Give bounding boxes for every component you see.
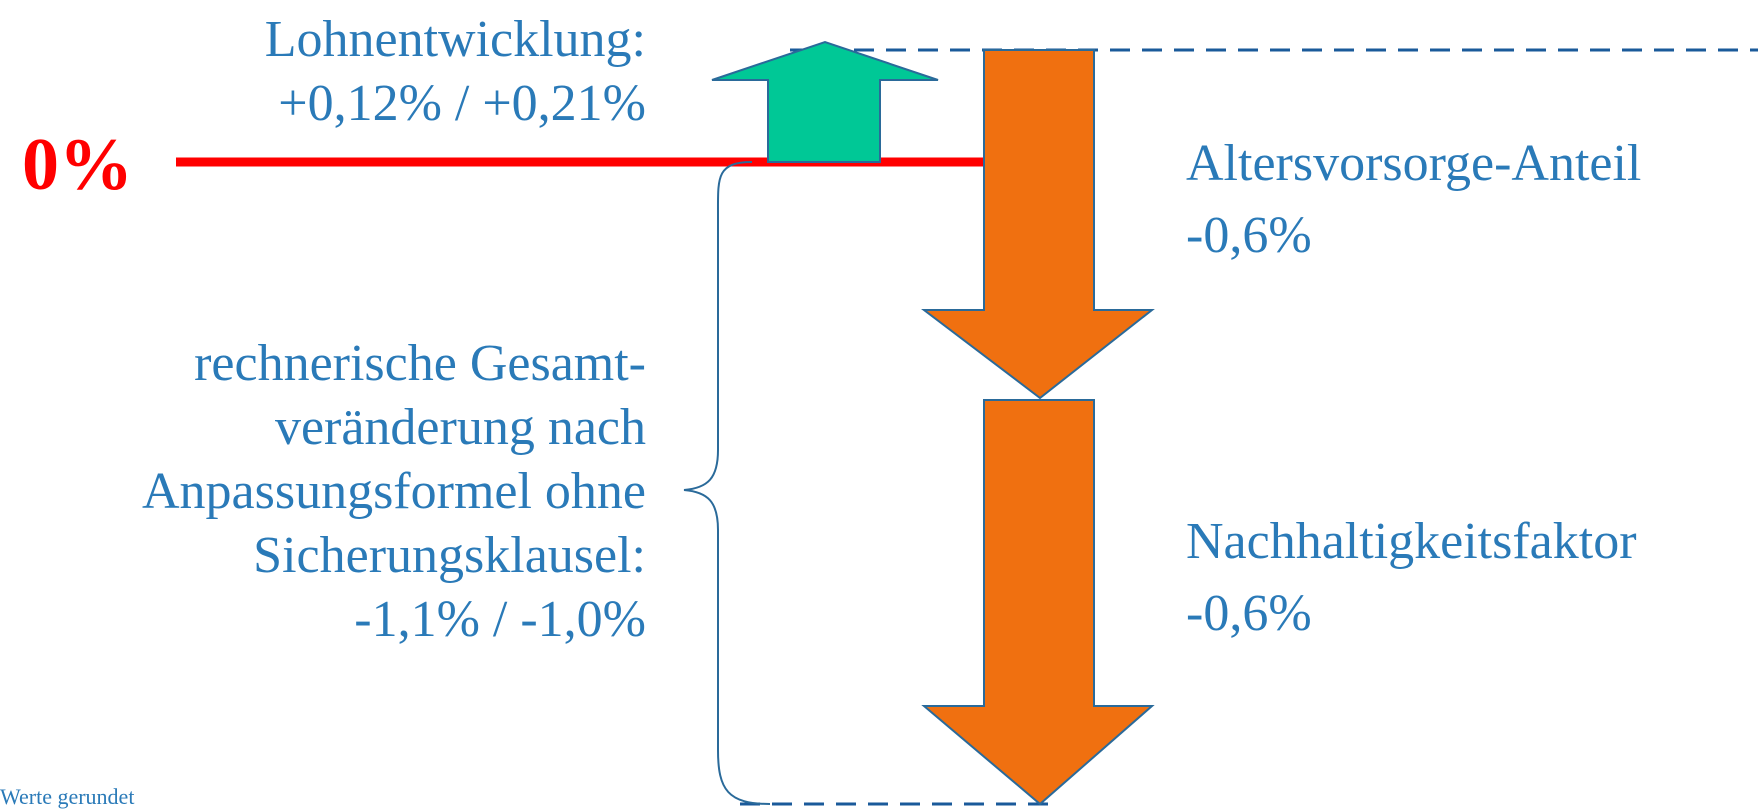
total-change-brace [683,161,771,805]
total-change-label: rechnerische Gesamt- veränderung nach An… [142,332,646,652]
total-change-line: Anpassungsformel ohne [141,463,646,520]
nachhaltigkeit-value: -0,6% [1186,585,1312,642]
total-change-line: Sicherungsklausel: [253,527,646,584]
nachhaltigkeit-label: Nachhaltigkeitsfaktor -0,6% [1186,516,1637,640]
altersvorsorge-title: Altersvorsorge-Anteil [1186,135,1642,192]
zero-percent-label: 0% [22,124,133,206]
wage-development-value: +0,12% / +0,21% [278,75,646,132]
total-change-line: veränderung nach [274,399,646,456]
wage-development-title: Lohnentwicklung: [264,11,646,68]
altersvorsorge-value: -0,6% [1186,207,1312,264]
nachhaltigkeit-title: Nachhaltigkeitsfaktor [1186,513,1637,570]
nachhaltigkeit-down-arrow [921,399,1155,806]
total-change-value: -1,1% / -1,0% [354,591,646,648]
footnote: Werte gerundet [0,784,135,809]
total-change-line: rechnerische Gesamt- [194,335,646,392]
altersvorsorge-label: Altersvorsorge-Anteil -0,6% [1186,138,1641,262]
wage-up-arrow [711,40,939,163]
wage-development-label: Lohnentwicklung: +0,12% / +0,21% [265,14,646,130]
altersvorsorge-down-arrow [921,49,1155,400]
